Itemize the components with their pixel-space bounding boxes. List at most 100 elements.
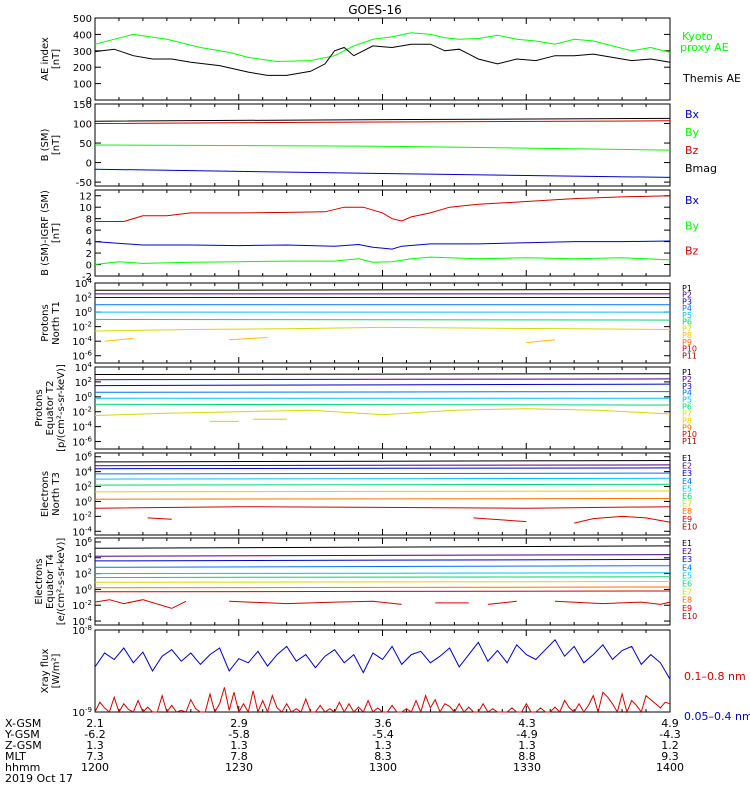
y-axis-label: Equator T4 [45,554,56,609]
y-tick-label: 10-2 [72,321,92,334]
orbit-value: -4.9 [516,728,537,741]
legend-entry: P7 [682,409,692,418]
legend-entry: Themis AE [682,72,741,85]
series-line [94,32,671,63]
plot-title: GOES-16 [348,3,402,17]
series-line [94,687,671,714]
series-line [147,517,172,520]
y-tick-label: 100 [75,583,92,596]
legend-entry: P8 [682,331,692,340]
orbit-value: 7.3 [86,750,104,763]
orbit-row-label: Z-GSM [5,739,42,752]
legend-entry: P1 [682,368,692,377]
orbit-value: 2.1 [86,717,104,730]
legend-entry: P1 [682,284,692,293]
y-tick-label: -2 [82,272,92,283]
y-axis-label: [nT] [51,135,62,155]
legend-entry: By [685,126,700,139]
series-line [94,256,671,265]
y-tick-label: 200 [73,63,92,74]
series-line [94,483,671,486]
y-tick-label: 104 [75,361,93,374]
y-tick-label: 10 [79,203,92,214]
y-tick-label: 2 [86,249,92,260]
y-tick-label: 4 [86,238,92,249]
y-tick-label: 106 [75,451,93,464]
orbit-value: -5.4 [372,728,393,741]
legend-entry: 0.05–0.4 nm [684,710,750,723]
y-axis-label: Electrons [40,471,51,517]
y-tick-label: 0 [86,96,92,107]
legend-entry: P6 [682,403,692,412]
y-tick-label: 10-2 [72,599,92,612]
series-line [94,403,671,406]
orbit-row-label: MLT [5,750,26,763]
legend-entry: E1 [682,539,692,548]
series-line [94,383,671,387]
series-line [94,586,671,589]
y-axis-label: AE index [40,37,51,81]
legend-entry: P2 [682,291,692,300]
y-tick-label: 500 [73,14,92,25]
y-tick-label: 10-2 [72,406,92,419]
legend-entry: P10 [682,430,697,439]
series-line [487,600,517,605]
series-line [526,339,556,344]
series-line [94,460,671,463]
series-line [94,554,671,557]
legend-entry: P5 [682,396,692,405]
legend-entry: P3 [682,297,692,306]
plot-date: 2019 Oct 17 [5,772,73,785]
series-line [94,117,671,122]
orbit-value: 4.9 [661,717,679,730]
y-axis-label: [nT] [51,223,62,243]
series-line [94,168,671,178]
y-tick-label: 106 [75,536,93,549]
y-tick-label: 10-2 [72,510,92,523]
legend-entry: P8 [682,416,692,425]
legend-entry: P4 [682,304,692,313]
y-tick-label: 100 [75,306,92,319]
orbit-value: 8.3 [374,750,392,763]
orbit-value: 3.6 [374,717,392,730]
y-tick-label: 10-6 [72,436,92,449]
y-tick-label: 0 [86,261,92,272]
y-axis-label: Protons [34,389,45,426]
y-tick-label: 150 [73,100,92,111]
legend-entry: P4 [682,389,692,398]
legend-entry: E9 [682,515,692,524]
orbit-value: 8.8 [518,750,536,763]
panel-frame [94,17,671,101]
panel-7: 106 104 102 100 10-2 10-4 Electrons Equator T4[… [34,536,697,628]
legend-entry: Bz [685,144,699,157]
series-line [94,472,671,475]
legend-entry: P3 [682,382,692,391]
series-line [94,467,671,470]
legend-entry: E6 [682,580,692,589]
orbit-value: 1400 [656,761,684,774]
panel-5: 104 102 100 10-2 10-4 10-6 Protons Equator T2 [p… [34,361,697,452]
y-axis-label: Xray flux [40,649,51,694]
legend-entry: P7 [682,324,692,333]
y-tick-label: 104 [75,466,93,479]
series-line [473,517,527,523]
y-tick-label: 102 [75,481,92,494]
legend-entry: P9 [682,423,692,432]
y-axis-label: B (SM) [40,128,51,161]
y-tick-label: 50 [79,139,92,150]
y-tick-label: 102 [75,292,92,305]
y-tick-label: 400 [73,30,92,41]
orbit-value: 1.3 [518,739,536,752]
orbit-table: X-GSMY-GSMZ-GSMMLThhmm2.1-6.21.37.312002… [4,717,684,785]
series-line [94,576,671,578]
orbit-value: -6.2 [84,728,105,741]
y-axis-label: North T3 [51,472,62,516]
y-tick-label: 100 [73,80,92,91]
series-line [94,506,671,509]
orbit-value: 2.9 [230,717,248,730]
series-line [94,318,671,321]
orbit-value: 7.8 [230,750,248,763]
y-axis-label: [nT] [51,49,62,69]
y-tick-label: 100 [75,495,92,508]
